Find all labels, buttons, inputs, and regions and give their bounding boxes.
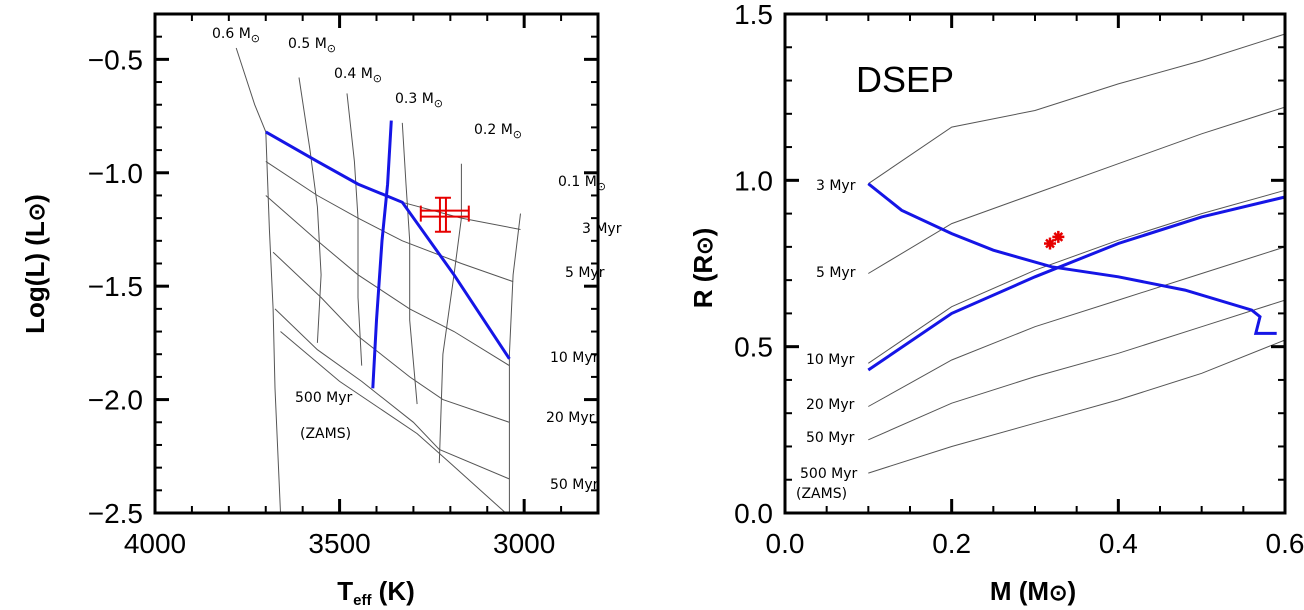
hr-diagram-panel: 4000 3500 3000−2.5−2.0−1.5−1.0−0.50.6 M⊙ 0.… xyxy=(20,12,622,609)
y-tick-label: −2.5 xyxy=(88,498,143,529)
x-axis-title-part: ) xyxy=(1067,576,1076,606)
y-tick-label: −1.5 xyxy=(88,271,143,302)
mass-track-label: 0.5 M⊙ xyxy=(288,36,336,55)
x-tick-label: 0.0 xyxy=(766,528,805,559)
y-tick-label: 1.5 xyxy=(734,0,773,30)
y-axis-title: R (R⊙) xyxy=(688,228,718,309)
isochrone-line xyxy=(272,251,510,423)
highlight-mass-track-line xyxy=(867,182,1277,335)
mass-track-line xyxy=(346,93,363,366)
isochrone-label: 10 Myr xyxy=(550,350,599,366)
x-axis-title-unit: (K) xyxy=(371,576,414,606)
x-axis-title: M (M⊙) xyxy=(990,576,1076,606)
isochrone-line xyxy=(868,299,1286,441)
mass-track-label-text: 0.1 M xyxy=(558,174,597,190)
isochrone-label: 20 Myr xyxy=(806,397,855,413)
mass-track-label: 0.2 M⊙ xyxy=(474,122,522,141)
isochrone-label: 20 Myr xyxy=(546,410,595,426)
x-tick-label: 0.6 xyxy=(1266,528,1304,559)
isochrone-sublabel: (ZAMS) xyxy=(796,486,847,502)
mass-track-label: 0.1 M⊙ xyxy=(558,174,606,193)
x-axis-title: Teff (K) xyxy=(337,576,415,609)
mass-track-label-text: 0.6 M xyxy=(212,26,251,42)
isochrone-line xyxy=(868,189,1286,364)
y-axis-title-part: Log(L) (L xyxy=(20,221,50,334)
highlight-isochrone-line xyxy=(265,130,511,360)
y-axis-title-part: R (R xyxy=(688,255,718,309)
isochrone-label: 500 Myr xyxy=(295,390,353,406)
x-tick-label: 0.4 xyxy=(1099,528,1138,559)
star-stroke xyxy=(1045,238,1055,249)
highlight-mass-track-line xyxy=(371,120,393,389)
isochrone-line xyxy=(274,308,510,480)
mass-radius-panel: 0.0 0.2 0.4 0.6 0.0 0.5 1.0 1.5 DSEP 3 Myr 5 Myr 10… xyxy=(688,0,1304,606)
mass-track-line xyxy=(235,47,281,514)
isochrone-line xyxy=(265,195,510,367)
mass-track-line xyxy=(438,163,462,464)
y-tick-label: −2.0 xyxy=(88,385,143,416)
y-axis-title: Log(L) (L⊙) xyxy=(20,194,50,334)
isochrone-line xyxy=(265,131,521,230)
sun-symbol: ⊙ xyxy=(251,32,260,45)
isochrone-line xyxy=(868,246,1286,407)
sun-symbol: ⊙ xyxy=(327,42,336,55)
isochrone-sublabel: (ZAMS) xyxy=(300,426,351,442)
isochrone-label: 10 Myr xyxy=(806,352,855,368)
y-axis-title-part: ) xyxy=(20,194,50,203)
mass-track-label-text: 0.2 M xyxy=(474,122,513,138)
plot-frame xyxy=(153,12,600,515)
x-axis-title-part: M (M xyxy=(990,576,1049,606)
isochrone-label: 5 Myr xyxy=(565,265,605,281)
mass-track-line xyxy=(401,122,418,405)
isochrone-label: 50 Myr xyxy=(550,477,599,493)
isochrone-label: 500 Myr xyxy=(800,466,858,482)
highlight-isochrone-line xyxy=(867,195,1286,372)
isochrone-line xyxy=(868,339,1286,474)
isochrone-line xyxy=(280,331,507,514)
sun-symbol: ⊙ xyxy=(597,180,606,193)
sun-symbol: ⊙ xyxy=(373,72,382,85)
mass-track-label: 0.4 M⊙ xyxy=(334,66,382,85)
x-tick-label: 4000 xyxy=(124,528,186,559)
isochrone-label: 50 Myr xyxy=(806,430,855,446)
isochrone-label: 5 Myr xyxy=(816,265,856,281)
x-tick-label: 3000 xyxy=(493,528,555,559)
y-axis-title-part: ⊙ xyxy=(692,236,717,254)
star-stroke xyxy=(1053,232,1064,242)
isochrone-label: 3 Myr xyxy=(816,178,856,194)
y-tick-label: 1.0 xyxy=(734,165,773,196)
isochrone-line xyxy=(868,106,1286,274)
y-tick-label: −0.5 xyxy=(88,44,143,75)
x-axis-title-subscript: eff xyxy=(353,592,372,609)
isochrone-label: 3 Myr xyxy=(582,221,622,237)
y-axis-title-part: ⊙ xyxy=(24,203,49,221)
mass-track-label: 0.3 M⊙ xyxy=(395,91,443,110)
x-tick-label: 3500 xyxy=(308,528,370,559)
model-grid-label: DSEP xyxy=(856,59,954,100)
isochrone-line xyxy=(265,160,514,283)
y-tick-label: 0.5 xyxy=(734,332,773,363)
mass-track-label: 0.6 M⊙ xyxy=(212,26,260,45)
isochrone-line xyxy=(868,33,1286,185)
observed-point xyxy=(1044,237,1056,250)
x-axis-title-part: ⊙ xyxy=(1049,580,1067,605)
mass-track-label-text: 0.4 M xyxy=(334,66,373,82)
x-axis-title-main: T xyxy=(337,576,353,606)
sun-symbol: ⊙ xyxy=(513,128,522,141)
mass-track-label-text: 0.5 M xyxy=(288,36,327,52)
y-tick-label: 0.0 xyxy=(734,498,773,529)
mass-track-label-text: 0.3 M xyxy=(395,91,434,107)
mass-track-line xyxy=(508,213,521,513)
sun-symbol: ⊙ xyxy=(434,97,443,110)
x-tick-label: 0.2 xyxy=(932,528,971,559)
y-axis-title-part: ) xyxy=(688,228,718,237)
observed-point xyxy=(1052,230,1065,243)
y-tick-label: −1.0 xyxy=(88,158,143,189)
mass-track-line xyxy=(298,77,322,343)
